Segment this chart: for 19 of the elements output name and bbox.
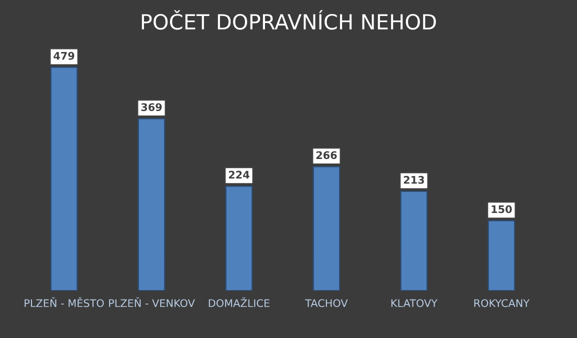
data-label: 369: [141, 103, 162, 112]
bar: [138, 118, 166, 291]
data-label: 479: [54, 52, 74, 60]
bar: [225, 186, 253, 291]
bar: [50, 66, 78, 291]
bar: [488, 220, 516, 291]
data-label: 150: [492, 205, 512, 214]
x-tick-label: PLZEŇ - VENKOV: [109, 297, 195, 308]
x-tick-label: PLZEŇ - MĚSTO: [24, 297, 104, 308]
x-tick-label: KLATOVY: [391, 299, 438, 308]
x-tick-label: DOMAŽLICE: [208, 297, 270, 308]
x-tick-label: TACHOV: [305, 299, 348, 308]
bar: [312, 166, 340, 291]
data-label: 266: [316, 151, 337, 160]
chart-title: POČET DOPRAVNÍCH NEHOD: [142, 10, 436, 30]
data-label: 213: [404, 176, 424, 184]
x-tick-label: ROKYCANY: [474, 299, 530, 308]
bar: [400, 190, 428, 291]
data-label: 224: [228, 170, 250, 179]
